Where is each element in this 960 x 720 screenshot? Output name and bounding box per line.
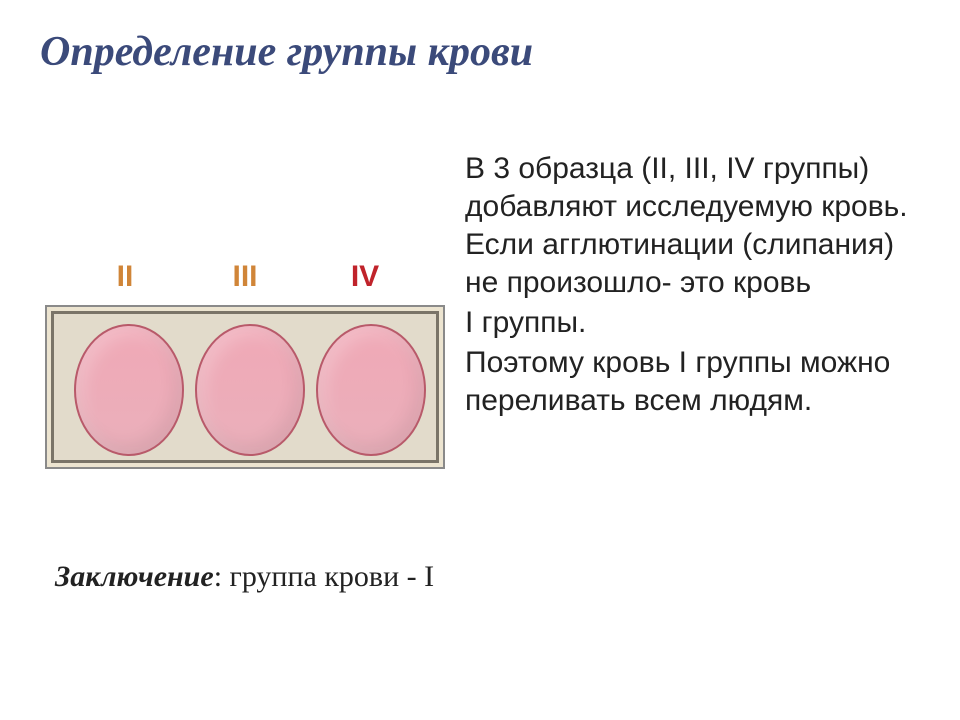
conclusion-line: Заключение: группа крови - I: [55, 560, 434, 594]
test-plate-inner: [51, 311, 439, 463]
label-ii: II: [95, 260, 155, 294]
blood-sample-ii: [74, 324, 184, 456]
test-plate: [45, 305, 445, 469]
blood-sample-iii: [195, 324, 305, 456]
body-text: В 3 образца (II, III, IV группы) добавля…: [465, 150, 920, 422]
conclusion-rest: : группа крови - I: [214, 560, 434, 593]
slide-title: Определение группы крови: [40, 28, 533, 76]
body-paragraph-3: Поэтому кровь I группы можно переливать …: [465, 344, 920, 420]
conclusion-lead: Заключение: [55, 560, 214, 593]
body-paragraph-2: I группы.: [465, 304, 920, 342]
sample-labels-row: II III IV: [55, 260, 435, 300]
label-iv: IV: [335, 260, 395, 294]
body-paragraph-1: В 3 образца (II, III, IV группы) добавля…: [465, 150, 920, 302]
blood-sample-iv: [316, 324, 426, 456]
label-iii: III: [205, 260, 285, 294]
